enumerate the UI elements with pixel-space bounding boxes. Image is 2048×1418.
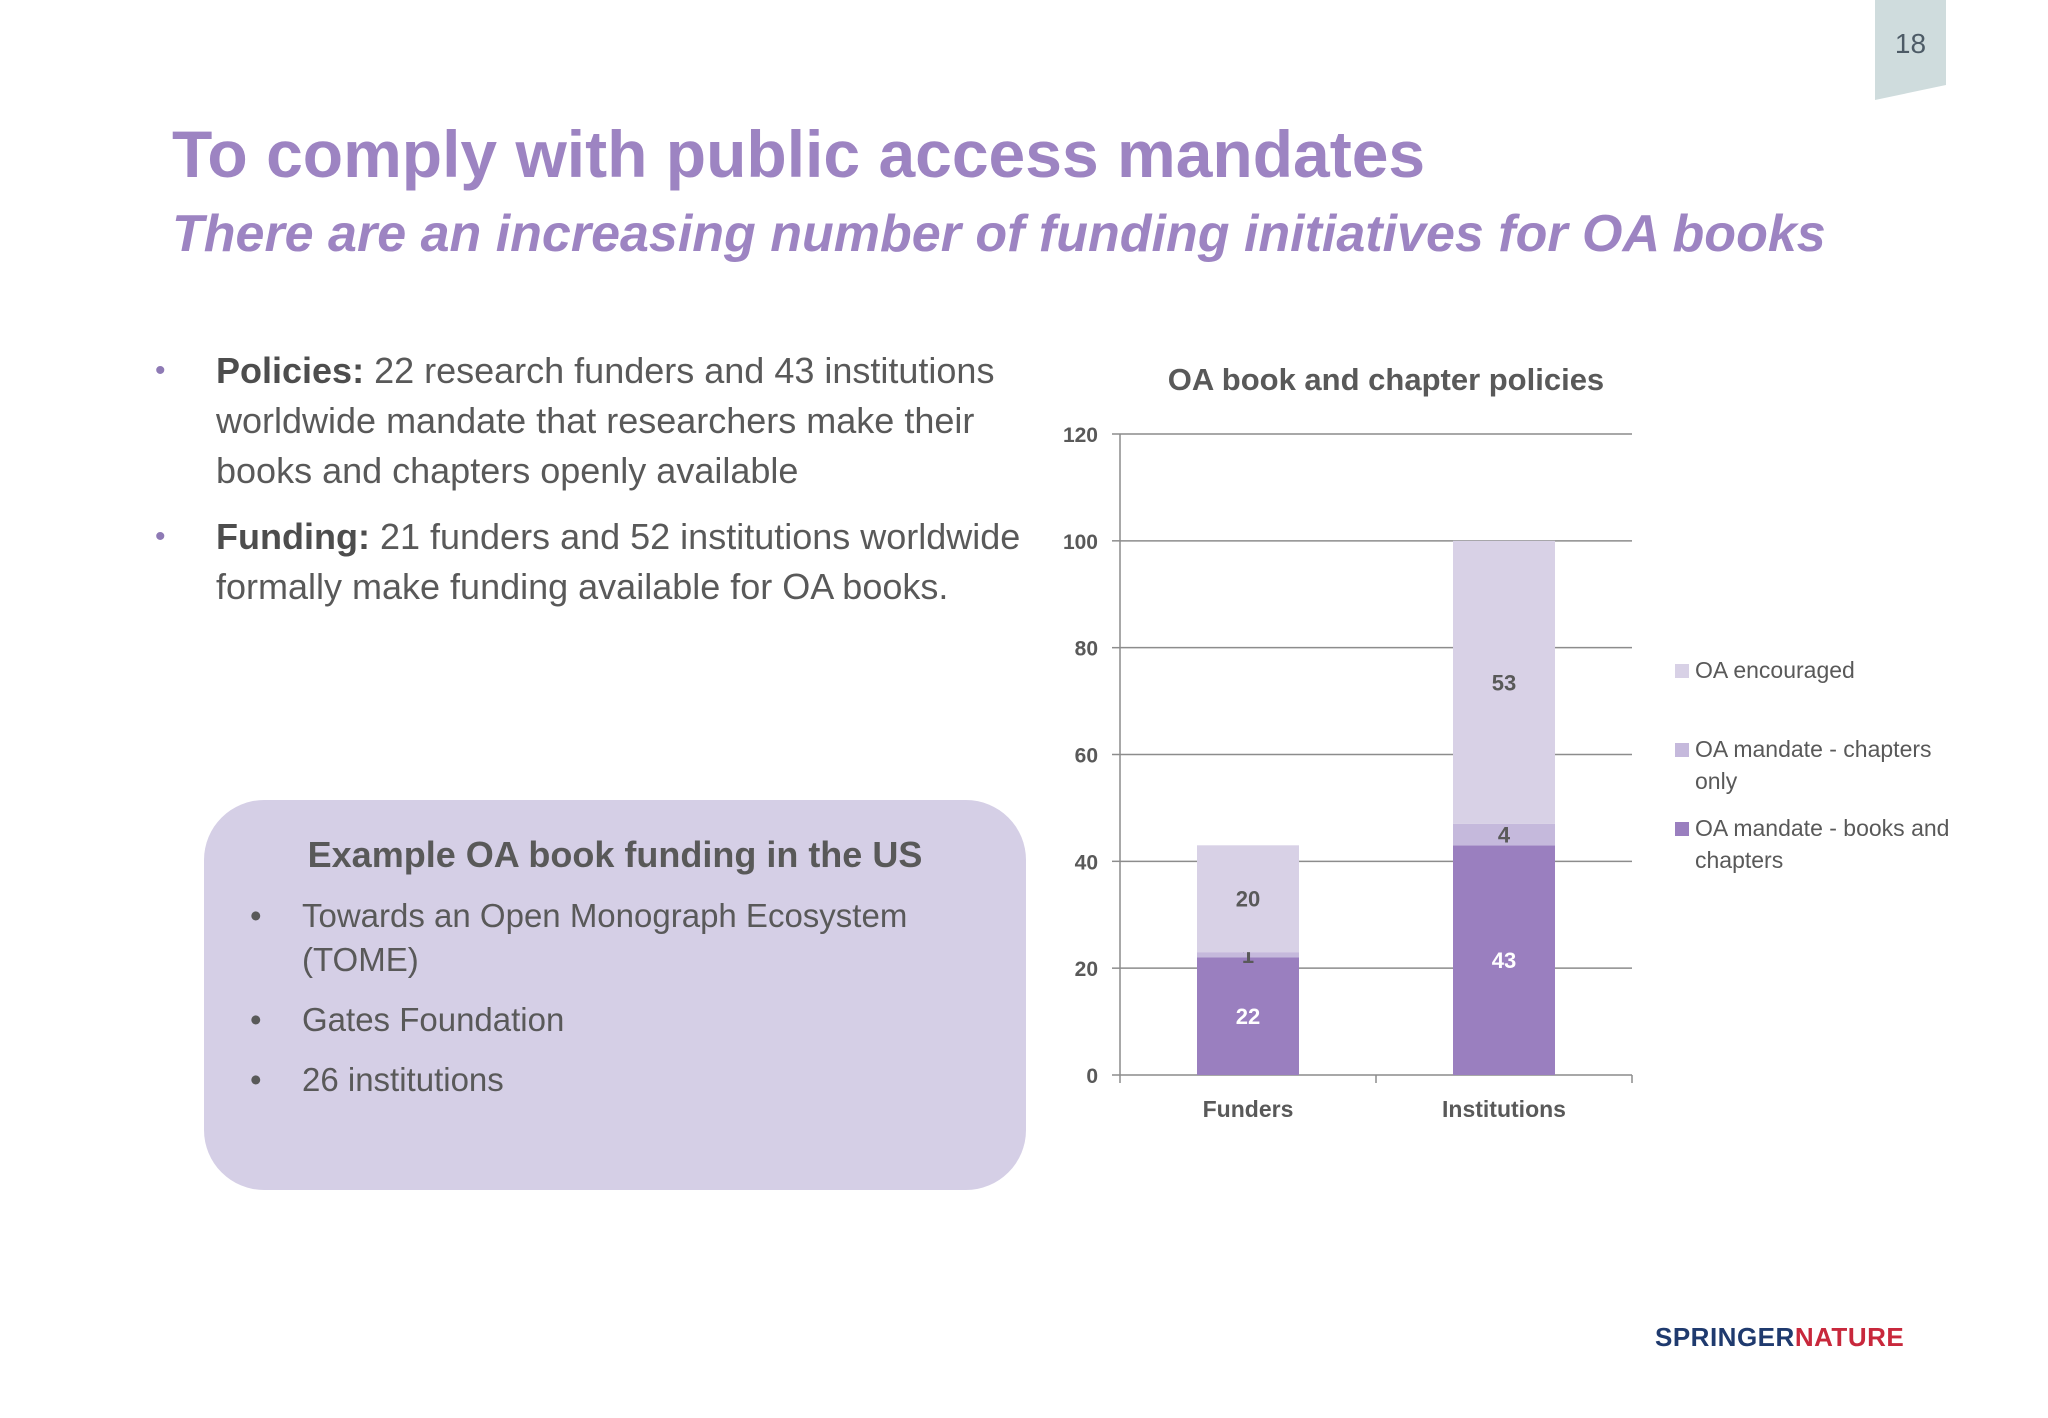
bar-segment [1453, 845, 1555, 1075]
legend-label: OA mandate - chapters only [1695, 736, 1932, 794]
bullet-label: Funding: [216, 516, 370, 557]
data-label: 4 [1498, 823, 1511, 848]
example-item: • Gates Foundation [248, 998, 968, 1042]
bullet-text: 22 research funders and 43 institutions … [216, 350, 995, 491]
page-number: 18 [1894, 28, 1927, 59]
legend-swatch [1675, 822, 1689, 836]
example-list: • Towards an Open Monograph Ecosystem (TO… [248, 894, 968, 1118]
example-item-text: Towards an Open Monograph Ecosystem (TOM… [302, 897, 908, 978]
example-item: • Towards an Open Monograph Ecosystem (TO… [248, 894, 968, 982]
data-label: 20 [1236, 887, 1260, 912]
bar-segment [1453, 540, 1555, 824]
bullet-policies: • Policies: 22 research funders and 43 i… [150, 346, 1080, 496]
legend-swatch [1675, 664, 1689, 678]
y-tick-label: 0 [1086, 1065, 1098, 1088]
example-box: Example OA book funding in the US • Towar… [204, 800, 1026, 1190]
chart-title: OA book and chapter policies [1168, 362, 1604, 397]
bar-segment [1197, 957, 1299, 1075]
data-label: 53 [1492, 670, 1516, 695]
example-item-text: Gates Foundation [302, 1001, 565, 1038]
y-tick-label: 120 [1063, 424, 1098, 447]
legend-label: OA mandate - books and chapters [1695, 815, 1949, 873]
bullet-icon: • [155, 354, 166, 387]
bullet-icon: • [250, 1061, 262, 1098]
bullet-text: 21 funders and 52 institutions worldwide… [216, 516, 1021, 607]
springer-nature-logo: SPRINGERNATURE [1655, 1322, 1904, 1353]
bar-segment [1197, 952, 1299, 958]
y-tick-label: 60 [1075, 745, 1098, 768]
slide-title: To comply with public access mandates [172, 117, 1426, 191]
bar-segment [1197, 845, 1299, 953]
example-title: Example OA book funding in the US [307, 834, 923, 875]
y-tick-label: 100 [1063, 531, 1098, 554]
y-tick-label: 40 [1075, 851, 1098, 874]
slide-subtitle: There are an increasing number of fundin… [172, 205, 1826, 263]
legend-label: OA encouraged [1695, 657, 1855, 683]
logo-part-1: SPRINGER [1655, 1322, 1795, 1352]
bullet-label: Policies: [216, 350, 365, 391]
example-item-text: 26 institutions [302, 1061, 504, 1098]
data-label: 43 [1492, 948, 1516, 973]
y-tick-label: 80 [1075, 638, 1098, 661]
bullet-funding: • Funding: 21 funders and 52 institution… [150, 512, 1080, 612]
bullet-icon: • [250, 1001, 262, 1038]
legend-swatch [1675, 743, 1689, 757]
bullet-icon: • [250, 897, 262, 934]
logo-part-2: NATURE [1794, 1322, 1905, 1352]
bar-segment [1453, 823, 1555, 846]
x-tick-label: Institutions [1442, 1096, 1566, 1122]
x-tick-label: Funders [1203, 1096, 1294, 1122]
data-label: 22 [1236, 1004, 1260, 1029]
bullet-list: • Policies: 22 research funders and 43 i… [150, 346, 1080, 628]
page-number-tab [1875, 0, 1946, 100]
y-tick-label: 20 [1075, 958, 1098, 981]
example-item: • 26 institutions [248, 1058, 968, 1102]
bullet-icon: • [155, 520, 166, 553]
